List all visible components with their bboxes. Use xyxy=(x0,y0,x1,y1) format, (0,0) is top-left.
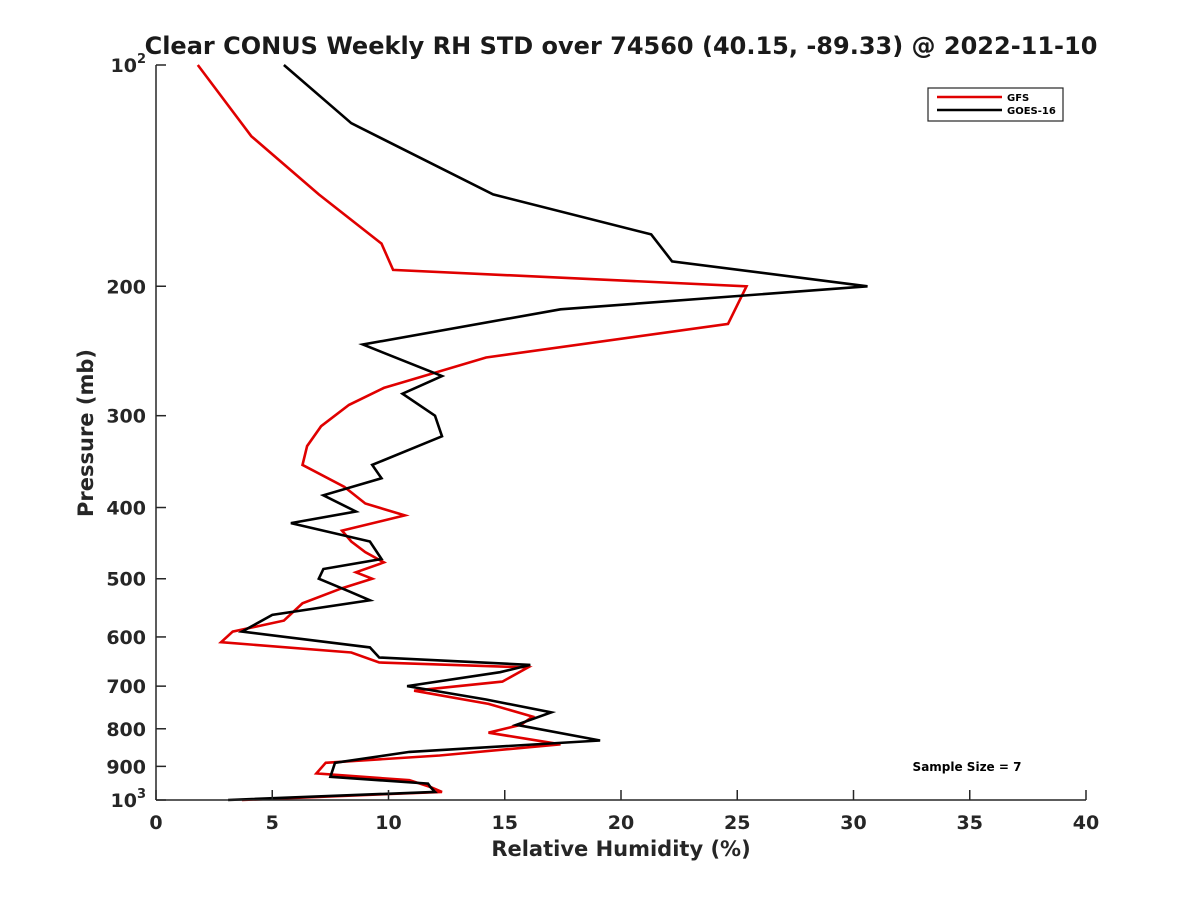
x-tick-label: 25 xyxy=(724,812,750,834)
x-tick-label: 5 xyxy=(266,812,279,834)
series-line-goes16 xyxy=(228,64,868,802)
y-tick-label: 700 xyxy=(106,676,146,698)
legend-label-goes16: GOES-16 xyxy=(1007,106,1056,117)
x-tick-label: 35 xyxy=(957,812,983,834)
x-tick-label: 15 xyxy=(492,812,518,834)
y-tick-label: 800 xyxy=(106,719,146,741)
series-line-gfs xyxy=(196,64,749,802)
y-tick-label: 500 xyxy=(106,569,146,591)
y-tick-label: 102 xyxy=(111,52,147,77)
x-tick-label: 30 xyxy=(840,812,866,834)
legend: GFS GOES-16 xyxy=(927,87,1064,122)
chart-title: Clear CONUS Weekly RH STD over 74560 (40… xyxy=(145,32,1098,60)
x-tick-label: 0 xyxy=(149,812,162,834)
x-axis-label: Relative Humidity (%) xyxy=(491,837,750,861)
y-tick-label: 400 xyxy=(106,498,146,520)
sample-size-annotation: Sample Size = 7 xyxy=(913,760,1022,774)
y-tick-label: 600 xyxy=(106,627,146,649)
y-tick-label: 200 xyxy=(106,276,146,298)
y-axis-label: Pressure (mb) xyxy=(74,349,98,517)
series-layer xyxy=(196,64,868,802)
legend-box xyxy=(927,87,1064,122)
y-axis-ticks: 102 200 300 400 500 600 700 800 900 103 xyxy=(106,52,166,812)
x-tick-label: 20 xyxy=(608,812,634,834)
y-tick-label: 900 xyxy=(106,756,146,778)
x-axis-ticks: 0 5 10 15 20 25 30 35 40 xyxy=(149,790,1099,834)
x-tick-label: 10 xyxy=(375,812,401,834)
legend-label-gfs: GFS xyxy=(1007,93,1029,104)
x-tick-label: 40 xyxy=(1073,812,1099,834)
y-tick-label: 103 xyxy=(111,787,147,812)
y-tick-label: 300 xyxy=(106,406,146,428)
